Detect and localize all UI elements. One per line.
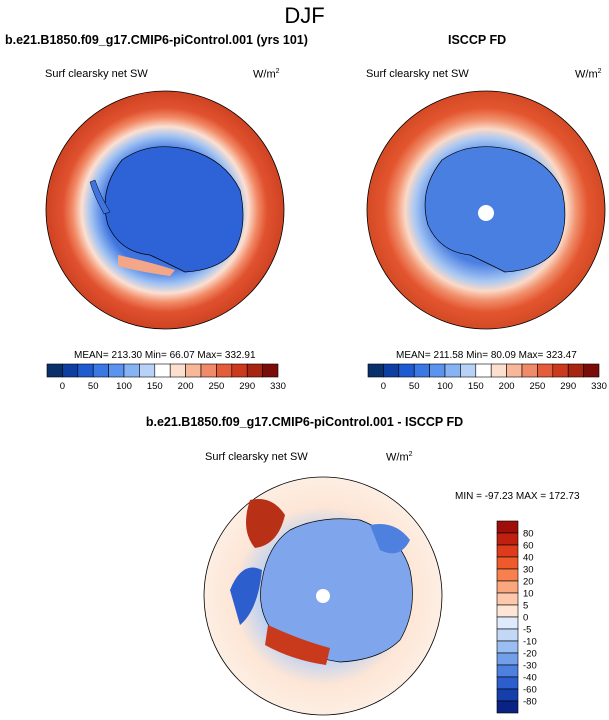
panel-2-map: [366, 90, 606, 330]
colorbar-tick-label: -30: [523, 661, 537, 672]
colorbar-swatch: [567, 363, 584, 378]
colorbar-tick-label: 80: [523, 529, 534, 540]
colorbar-swatch: [496, 676, 519, 690]
panel-1-stats: MEAN= 213.30 Min= 66.07 Max= 332.91: [74, 350, 256, 361]
colorbar-swatch: [583, 363, 600, 378]
colorbar-swatch: [231, 363, 248, 378]
colorbar-tick-label: 50: [88, 381, 99, 392]
colorbar-swatch: [496, 604, 519, 618]
colorbar-tick-label: 5: [523, 601, 528, 612]
colorbar-swatch: [496, 520, 519, 534]
panel-3-units: W/m2: [386, 451, 413, 464]
colorbar-swatch: [496, 700, 519, 714]
colorbar-tick-label: 50: [409, 381, 420, 392]
panel-3-map: [203, 476, 443, 716]
colorbar-tick-label: 330: [591, 381, 607, 392]
colorbar-swatch: [521, 363, 538, 378]
panel-1-colorbar: 0 50 100 150 200 250 290 330: [46, 363, 286, 392]
colorbar-swatch: [200, 363, 217, 378]
colorbar-swatch: [506, 363, 523, 378]
colorbar-swatch: [108, 363, 125, 378]
colorbar-swatch: [496, 580, 519, 594]
colorbar-tick-label: 0: [381, 381, 386, 392]
colorbar-tick-label: 60: [523, 541, 534, 552]
colorbar-tick-label: 330: [270, 381, 286, 392]
panel-2-title: ISCCP FD: [448, 33, 507, 47]
colorbar-swatch: [444, 363, 461, 378]
colorbar-swatch: [216, 363, 233, 378]
colorbar-tick-label: 40: [523, 553, 534, 564]
colorbar-swatch: [62, 363, 79, 378]
colorbar-tick-label: -10: [523, 637, 537, 648]
colorbar-tick-label: -80: [523, 697, 537, 708]
colorbar-tick-label: 250: [208, 381, 224, 392]
panel-1-units: W/m2: [253, 68, 280, 81]
colorbar-tick-label: 290: [239, 381, 255, 392]
colorbar-tick-label: -20: [523, 649, 537, 660]
colorbar-swatch: [246, 363, 263, 378]
colorbar-tick-label: 20: [523, 577, 534, 588]
panel-1-title: b.e21.B1850.f09_g17.CMIP6-piControl.001 …: [5, 33, 308, 47]
panel-3-title: b.e21.B1850.f09_g17.CMIP6-piControl.001 …: [145, 415, 464, 429]
colorbar-swatch: [154, 363, 171, 378]
colorbar-swatch: [496, 568, 519, 582]
colorbar-swatch: [496, 664, 519, 678]
colorbar-tick-label: 290: [560, 381, 576, 392]
figure-title: DJF: [284, 3, 325, 28]
colorbar-tick-label: 250: [529, 381, 545, 392]
colorbar-tick-label: 100: [437, 381, 453, 392]
colorbar-swatch: [490, 363, 507, 378]
panel-1-map: [45, 90, 285, 330]
panel-3-stats: MIN = -97.23 MAX = 172.73: [455, 491, 580, 502]
colorbar-swatch: [429, 363, 446, 378]
colorbar-swatch: [77, 363, 94, 378]
colorbar-tick-label: -60: [523, 685, 537, 696]
colorbar-swatch: [475, 363, 492, 378]
colorbar-swatch: [496, 628, 519, 642]
colorbar-swatch: [185, 363, 202, 378]
colorbar-tick-label: 200: [178, 381, 194, 392]
colorbar-swatch: [169, 363, 186, 378]
colorbar-swatch: [496, 544, 519, 558]
colorbar-tick-label: 200: [499, 381, 515, 392]
colorbar-tick-label: 150: [468, 381, 484, 392]
colorbar-swatch: [398, 363, 415, 378]
colorbar-swatch: [139, 363, 156, 378]
panel-2-stats: MEAN= 211.58 Min= 80.09 Max= 323.47: [396, 350, 577, 361]
colorbar-swatch: [537, 363, 554, 378]
colorbar-swatch: [496, 532, 519, 546]
colorbar-swatch: [460, 363, 477, 378]
colorbar-tick-label: 100: [116, 381, 132, 392]
panel-3-variable-label: Surf clearsky net SW: [205, 451, 308, 463]
panel-3-polar-hole: [316, 589, 330, 603]
colorbar-tick-label: 150: [147, 381, 163, 392]
panel-2-variable-label: Surf clearsky net SW: [366, 68, 469, 80]
colorbar-swatch: [123, 363, 140, 378]
panel-1-variable-label: Surf clearsky net SW: [45, 68, 148, 80]
colorbar-swatch: [496, 616, 519, 630]
colorbar-tick-label: 0: [60, 381, 65, 392]
colorbar-swatch: [496, 652, 519, 666]
colorbar-tick-label: 0: [523, 613, 528, 624]
colorbar-swatch: [413, 363, 430, 378]
panel-2-colorbar: 0 50 100 150 200 250 290 330: [367, 363, 607, 392]
colorbar-swatch: [262, 363, 279, 378]
colorbar-tick-label: -40: [523, 673, 537, 684]
colorbar-tick-label: 30: [523, 565, 534, 576]
colorbar-tick-label: -5: [523, 625, 531, 636]
colorbar-swatch: [496, 556, 519, 570]
panel-2-polar-hole: [478, 205, 494, 221]
colorbar-swatch: [496, 592, 519, 606]
colorbar-swatch: [383, 363, 400, 378]
panel-2-units: W/m2: [575, 68, 602, 81]
colorbar-tick-label: 10: [523, 589, 534, 600]
colorbar-swatch: [92, 363, 109, 378]
colorbar-swatch: [496, 640, 519, 654]
colorbar-swatch: [367, 363, 384, 378]
colorbar-swatch: [552, 363, 569, 378]
colorbar-swatch: [46, 363, 63, 378]
colorbar-swatch: [496, 688, 519, 702]
